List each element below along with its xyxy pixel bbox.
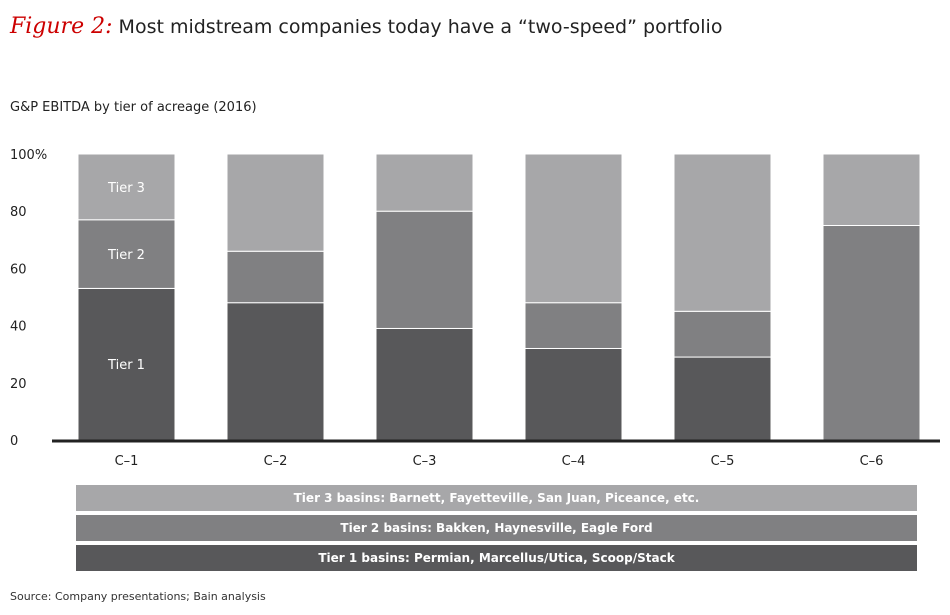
- bar-segment: [524, 302, 623, 349]
- y-tick-label: 80: [10, 205, 27, 220]
- figure-label: Figure 2:: [10, 14, 113, 39]
- source-note: Source: Company presentations; Bain anal…: [10, 590, 266, 603]
- chart-title: Figure 2: Most midstream companies today…: [10, 14, 722, 39]
- title-text: Most midstream companies today have a “t…: [118, 16, 723, 38]
- bar-segment: [77, 219, 176, 289]
- bar-segment: [226, 302, 325, 441]
- bar-segment: [524, 347, 623, 441]
- bar-segment: [673, 153, 772, 312]
- x-tick-label: C–5: [711, 454, 735, 469]
- y-tick-label: 60: [10, 262, 27, 277]
- bar-segment-label: Tier 1: [107, 358, 145, 373]
- legend-tier1: Tier 1 basins: Permian, Marcellus/Utica,…: [76, 545, 917, 571]
- bar-segment: [226, 153, 325, 252]
- x-tick-label: C–4: [562, 454, 586, 469]
- bar-segment: [226, 250, 325, 304]
- stacked-bar-chart: 0 20 40 60 80 100% Tier 1 Tier 2 Tier 3 C–1 C–2 C–3…: [10, 148, 940, 469]
- legend-tier2: Tier 2 basins: Bakken, Haynesville, Eagl…: [76, 515, 917, 541]
- x-tick-label: C–6: [860, 454, 884, 469]
- bar-segment: [822, 153, 921, 226]
- x-tick-label: C–2: [264, 454, 288, 469]
- bar-segment: [673, 310, 772, 358]
- bar-segment-label: Tier 3: [107, 181, 145, 196]
- y-tick-label: 20: [10, 377, 27, 392]
- y-tick-label: 100%: [10, 148, 47, 163]
- bar-segment-label: Tier 2: [107, 248, 145, 263]
- chart-subtitle: G&P EBITDA by tier of acreage (2016): [10, 100, 257, 115]
- x-tick-label: C–1: [115, 454, 139, 469]
- bar-segment: [673, 356, 772, 441]
- legend-tier3: Tier 3 basins: Barnett, Fayetteville, Sa…: [76, 485, 917, 511]
- y-tick-label: 0: [10, 434, 18, 449]
- bar-segment: [524, 153, 623, 304]
- bar-segment: [822, 225, 921, 441]
- bar-segment: [375, 210, 474, 329]
- y-tick-label: 40: [10, 320, 27, 335]
- x-tick-label: C–3: [413, 454, 437, 469]
- bar-segment: [77, 153, 176, 221]
- bar-segment: [375, 327, 474, 441]
- bar-segment: [375, 153, 474, 212]
